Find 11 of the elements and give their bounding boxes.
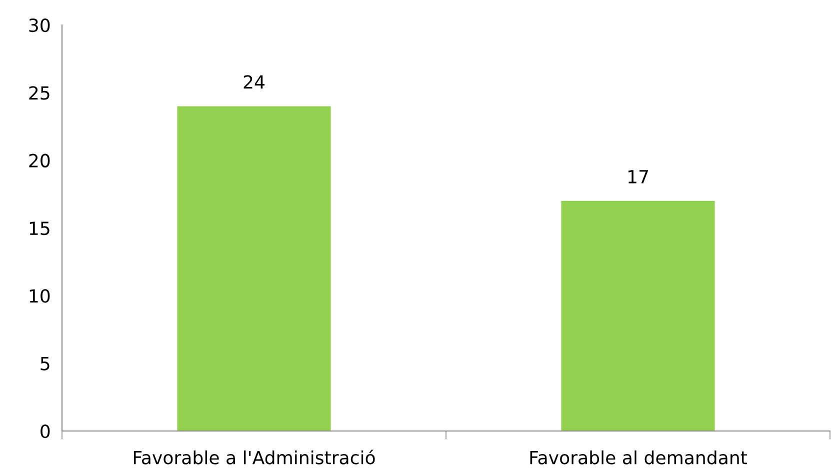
y-tick-label: 25 — [29, 86, 50, 100]
y-tick-label: 15 — [30, 222, 50, 236]
y-tick-label: 20 — [29, 154, 50, 168]
y-tick-label: 0 — [40, 424, 50, 438]
y-tick-label: 5 — [40, 357, 50, 370]
data-label: 17 — [628, 170, 648, 184]
y-tick-label: 30 — [29, 18, 50, 32]
x-tick-label: Favorable al demandant — [530, 450, 748, 464]
y-tick-label: 10 — [30, 289, 50, 303]
x-tick-label: Favorable a l'Administració — [134, 450, 375, 464]
data-label: 24 — [244, 75, 264, 89]
